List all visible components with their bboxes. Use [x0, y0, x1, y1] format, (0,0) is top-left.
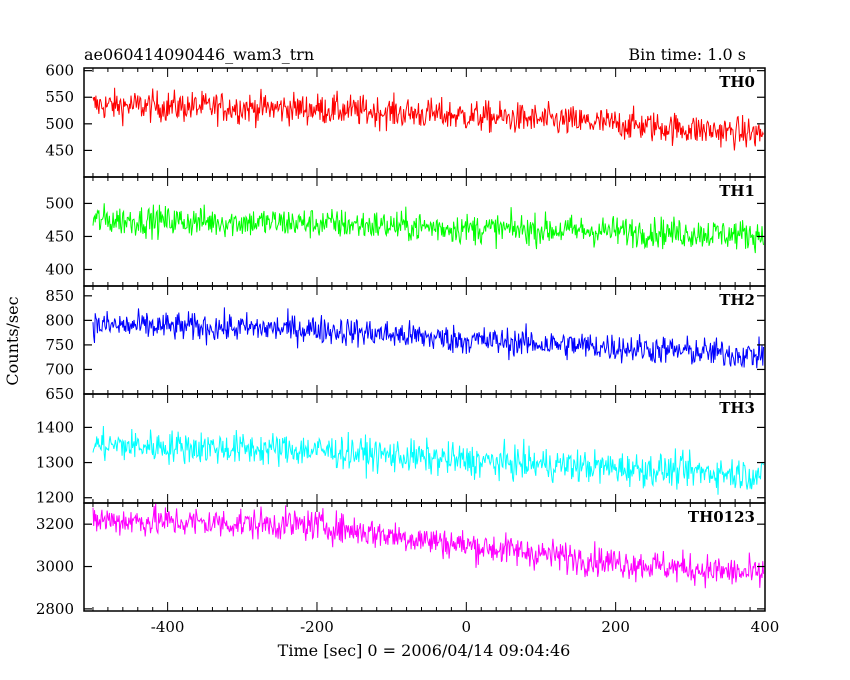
y-tick-label: 550: [45, 88, 74, 106]
panel-frame: [83, 502, 766, 612]
y-tick-label: 750: [45, 336, 74, 354]
y-tick-label: 400: [45, 260, 74, 278]
y-tick-label: 650: [45, 385, 74, 403]
y-tick-label: 2800: [36, 600, 74, 618]
series-line-th0123: [92, 503, 764, 589]
y-tick-label: 1400: [36, 418, 74, 436]
x-tick-label: 400: [751, 618, 780, 636]
panel-label: TH2: [719, 291, 755, 309]
y-tick-label: 850: [45, 287, 74, 305]
panel-label: TH3: [719, 399, 755, 417]
series-line-th3: [92, 425, 764, 495]
y-tick-label: 1300: [36, 454, 74, 472]
y-axis-label: Counts/sec: [3, 296, 22, 385]
x-tick-label: 200: [601, 618, 630, 636]
panel-frame: [83, 393, 766, 504]
y-tick-label: 3000: [36, 558, 74, 576]
y-tick-label: 500: [45, 115, 74, 133]
y-tick-label: 3200: [36, 515, 74, 533]
series-line-th0: [92, 87, 764, 151]
x-axis-label: Time [sec] 0 = 2006/04/14 09:04:46: [278, 641, 571, 660]
y-tick-label: 500: [45, 194, 74, 212]
panel-label: TH0: [719, 73, 755, 91]
y-tick-label: 700: [45, 360, 74, 378]
chart-title: ae060414090446_wam3_trn: [84, 45, 314, 64]
y-tick-label: 450: [45, 227, 74, 245]
y-tick-label: 800: [45, 311, 74, 329]
panels-group: TH0 450 500 550 600 TH1 400 450 500 TH2 650 700 750 8…: [36, 62, 780, 636]
x-tick-label: -400: [151, 618, 185, 636]
panel-label: TH1: [719, 182, 755, 200]
panel-label: TH0123: [688, 508, 755, 526]
series-line-th1: [92, 203, 764, 254]
series-line-th2: [92, 307, 764, 369]
y-tick-label: 600: [45, 62, 74, 80]
panel-frame: [83, 67, 766, 178]
y-tick-label: 450: [45, 141, 74, 159]
bin-time-label: Bin time: 1.0 s: [628, 45, 746, 64]
x-tick-label: 0: [462, 618, 472, 636]
x-tick-label: -200: [300, 618, 334, 636]
y-tick-label: 1200: [36, 489, 74, 507]
